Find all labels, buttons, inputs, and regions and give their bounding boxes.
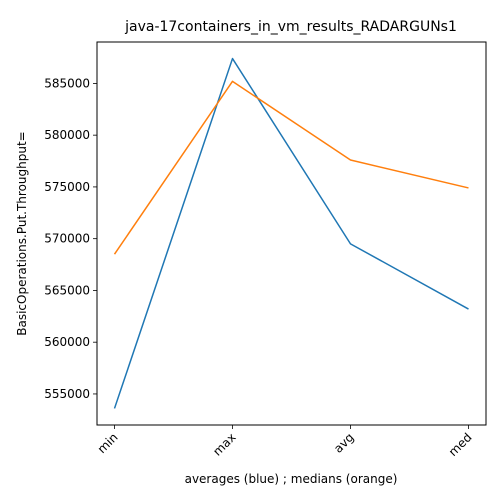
x-axis-label: averages (blue) ; medians (orange) [185, 472, 398, 486]
chart-title: java-17containers_in_vm_results_RADARGUN… [124, 19, 457, 35]
y-tick-label: 570000 [44, 232, 90, 246]
series-layer [113, 57, 469, 409]
plot-frame [96, 41, 487, 426]
x-tick-label: med [446, 430, 475, 459]
plot-area [97, 42, 486, 425]
y-tick-label: 585000 [44, 76, 90, 90]
y-tick-label: 555000 [44, 387, 90, 401]
y-tick-label: 560000 [44, 335, 90, 349]
x-tick-label: max [210, 430, 238, 458]
x-axis-ticks: min max avg med [95, 425, 475, 459]
y-axis-ticks: 555000 560000 565000 570000 575000 580000 5850… [44, 76, 97, 401]
series-line-1 [113, 80, 469, 255]
y-axis-label: BasicOperations.Put.Throughput= [15, 131, 29, 335]
y-tick-label: 565000 [44, 283, 90, 297]
y-tick-label: 580000 [44, 128, 90, 142]
series-line-0 [113, 57, 469, 409]
y-tick-label: 575000 [44, 180, 90, 194]
x-tick-label: min [95, 430, 121, 456]
x-tick-label: avg [331, 430, 357, 456]
